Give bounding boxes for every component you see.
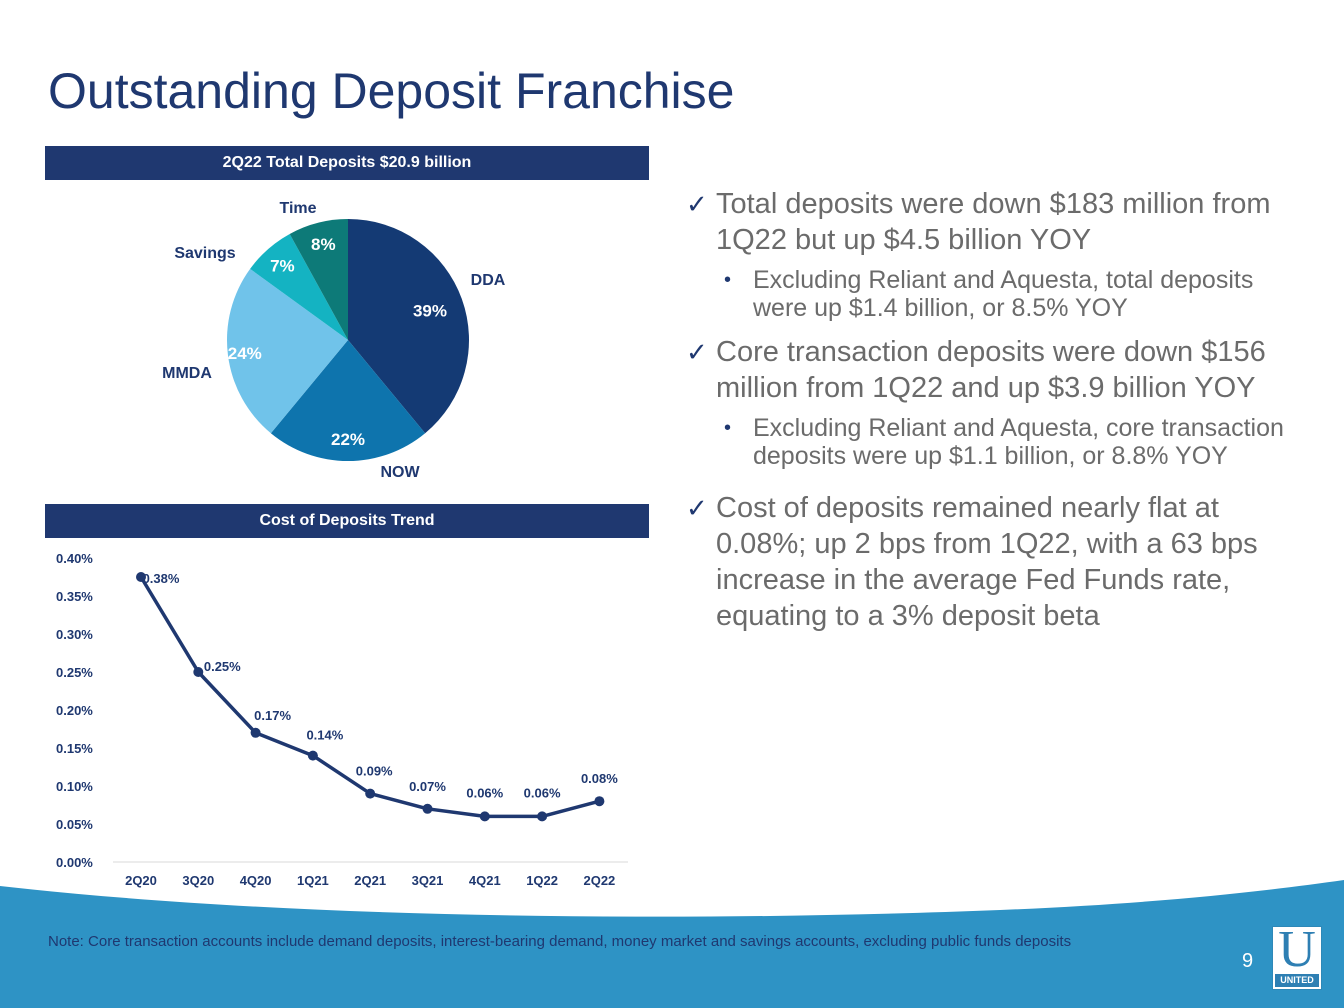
pie-chart-header: 2Q22 Total Deposits $20.9 billion (45, 146, 649, 180)
data-label: 0.25% (204, 659, 241, 674)
bullet-text: Total deposits were down $183 million fr… (716, 188, 1271, 256)
data-point (422, 803, 433, 814)
data-label: 0.14% (306, 728, 343, 743)
sub-bullet: • Excluding Reliant and Aquesta, total d… (686, 266, 1286, 322)
y-tick-label: 0.05% (56, 817, 93, 832)
logo-letter: U (1278, 921, 1316, 978)
data-point (537, 811, 548, 822)
data-point (136, 572, 146, 582)
bullet-text: Core transaction deposits were down $156… (716, 336, 1266, 404)
slice-mmda-percent: 24% (228, 344, 262, 363)
data-label: 0.07% (409, 779, 446, 794)
y-tick-label: 0.10% (56, 779, 93, 794)
data-label: 0.38% (143, 571, 180, 586)
y-tick-label: 0.40% (56, 551, 93, 566)
x-tick-label: 1Q21 (297, 873, 329, 888)
slice-time-name: Time (279, 200, 316, 217)
page-title: Outstanding Deposit Franchise (48, 63, 735, 119)
y-tick-label: 0.35% (56, 589, 93, 604)
sub-bullet: • Excluding Reliant and Aquesta, core tr… (686, 414, 1286, 470)
y-tick-label: 0.30% (56, 627, 93, 642)
data-label: 0.08% (581, 771, 618, 786)
slice-dda-percent: 39% (413, 301, 447, 320)
slice-dda (348, 219, 469, 434)
x-tick-label: 2Q21 (354, 873, 386, 888)
y-tick-label: 0.15% (56, 741, 93, 756)
data-point (479, 811, 490, 822)
sub-bullet-text: Excluding Reliant and Aquesta, total dep… (753, 266, 1254, 322)
bullet-cost-of-deposits: ✓ Cost of deposits remained nearly flat … (686, 490, 1286, 634)
slice-savings (250, 233, 348, 340)
y-tick-label: 0.00% (56, 855, 93, 870)
slice-dda-name: DDA (471, 272, 506, 289)
bullet-dot-icon: • (724, 417, 732, 439)
line-chart-header: Cost of Deposits Trend (45, 504, 649, 538)
data-label: 0.06% (524, 785, 561, 800)
check-icon: ✓ (686, 337, 708, 367)
data-point (594, 796, 605, 807)
data-label: 0.06% (466, 785, 503, 800)
bullet-core-transaction: ✓ Core transaction deposits were down $1… (686, 334, 1286, 406)
x-tick-label: 2Q22 (583, 873, 615, 888)
logo-word: UNITED (1275, 974, 1319, 987)
slice-savings-name: Savings (174, 245, 235, 262)
slice-time (289, 219, 348, 340)
check-icon: ✓ (686, 189, 708, 219)
cost-series-line (139, 576, 600, 819)
footer-wave (0, 880, 1344, 1008)
bullet-text: Cost of deposits remained nearly flat at… (716, 492, 1258, 632)
bullet-dot-icon: • (724, 269, 732, 291)
slice-savings-percent: 7% (270, 257, 295, 276)
x-tick-label: 1Q22 (526, 873, 558, 888)
y-tick-label: 0.25% (56, 665, 93, 680)
slice-time-percent: 8% (311, 235, 336, 254)
data-point (250, 727, 261, 738)
slice-now-name: NOW (380, 464, 420, 481)
check-icon: ✓ (686, 493, 708, 523)
data-point (307, 750, 318, 761)
bullet-total-deposits: ✓ Total deposits were down $183 million … (686, 186, 1286, 258)
slice-now-percent: 22% (331, 430, 365, 449)
data-label: 0.09% (356, 764, 393, 779)
x-tick-label: 2Q20 (125, 873, 157, 888)
data-point (365, 788, 376, 799)
page-number: 9 (1242, 950, 1254, 972)
data-label: 0.17% (254, 708, 291, 723)
united-logo: U UNITED (1272, 921, 1322, 990)
slice-now (270, 340, 426, 461)
footnote: Note: Core transaction accounts include … (48, 933, 1072, 950)
sub-bullet-text: Excluding Reliant and Aquesta, core tran… (753, 414, 1284, 470)
slice-mmda (227, 268, 348, 434)
x-tick-label: 4Q21 (469, 873, 501, 888)
data-point (193, 667, 204, 677)
x-tick-label: 3Q21 (412, 873, 444, 888)
x-tick-label: 3Q20 (182, 873, 214, 888)
slice-mmda-name: MMDA (162, 365, 212, 382)
y-tick-label: 0.20% (56, 703, 93, 718)
bullet-list: ✓ Total deposits were down $183 million … (686, 186, 1286, 642)
x-tick-label: 4Q20 (240, 873, 272, 888)
